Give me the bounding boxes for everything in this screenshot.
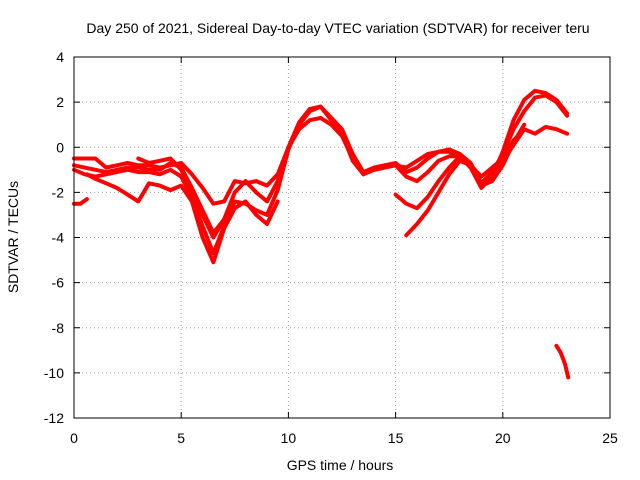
y-tick-label: -2 [52,184,65,200]
y-axis-ticks: -12 -10 -8 -6 -4 -2 0 2 4 [44,49,610,426]
grid-lines [74,57,610,418]
y-tick-label: -4 [52,230,65,246]
x-axis-label: GPS time / hours [287,457,394,473]
y-tick-label: -10 [44,365,64,381]
series-segment-start-low [72,197,89,206]
y-axis-label: SDTVAR / TECUs [5,181,21,293]
y-tick-label: -12 [44,410,64,426]
series-track-e [136,156,227,240]
series-track-d [84,172,280,265]
y-tick-label: 4 [56,49,64,65]
x-tick-label: 0 [70,430,78,446]
y-tick-label: -6 [52,275,65,291]
x-tick-label: 15 [388,430,404,446]
x-tick-label: 20 [495,430,511,446]
y-tick-label: -8 [52,320,65,336]
series-segment-late-low [554,343,571,380]
x-axis-ticks: 0 5 10 15 20 25 [70,57,618,446]
x-tick-label: 10 [281,430,297,446]
y-tick-label: 0 [56,139,64,155]
x-tick-label: 25 [602,430,618,446]
chart-title: Day 250 of 2021, Sidereal Day-to-day VTE… [86,20,589,36]
x-tick-label: 5 [177,430,185,446]
series-track-a [72,115,570,206]
series-track-g [404,122,527,238]
y-tick-label: 2 [56,94,64,110]
data-series [72,88,571,380]
plot-frame [73,56,611,419]
